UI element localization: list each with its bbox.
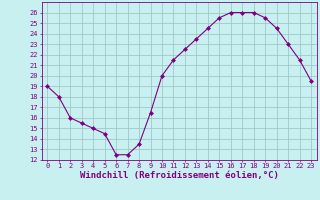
X-axis label: Windchill (Refroidissement éolien,°C): Windchill (Refroidissement éolien,°C) [80, 171, 279, 180]
